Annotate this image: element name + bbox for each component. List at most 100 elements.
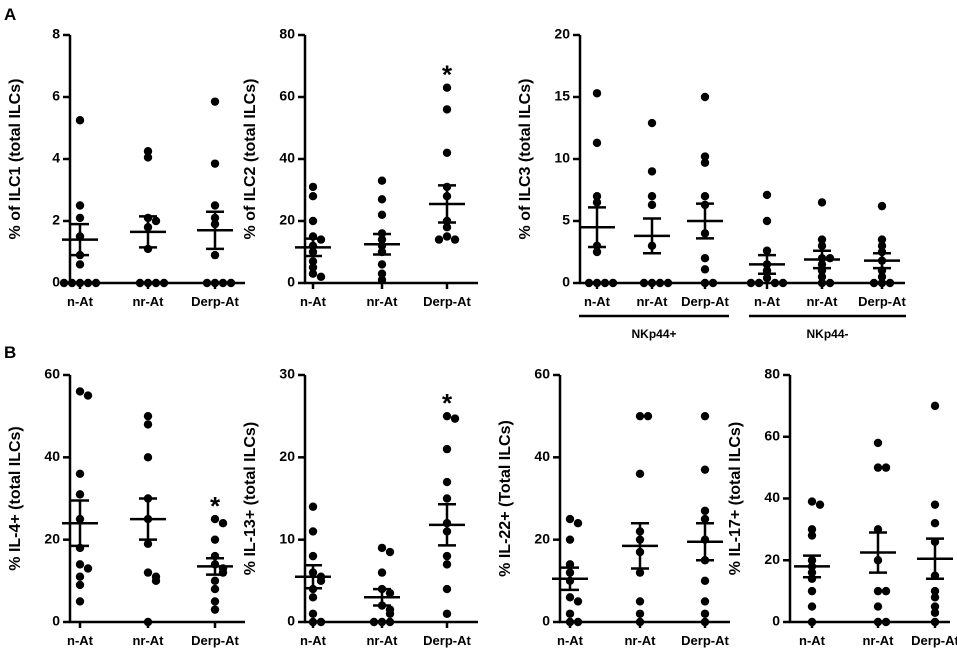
data-point [385,609,395,618]
data-point [600,278,610,288]
data-point [817,241,827,250]
data-point [442,551,452,561]
sem-bar [438,184,456,224]
data-point [746,278,756,288]
y-tick-label: 15 [554,88,570,104]
data-point [316,272,326,281]
data-point [450,414,460,423]
y-tick-label: 40 [279,150,295,166]
sem-bar [643,217,661,255]
x-tick-label: Derp-At [911,633,957,648]
data-point [308,502,318,511]
sem-bar [926,537,944,581]
data-point [308,593,318,602]
y-tick-label: 0 [52,274,60,290]
data-point [635,597,645,606]
data-point [754,278,764,288]
y-axis-label: % IL-22+ (Total ILCs) [497,420,514,577]
data-point [930,593,940,602]
data-point [565,593,575,602]
data-point [151,278,161,288]
data-point [369,617,379,627]
data-point [308,257,318,266]
significance-mark: * [210,491,221,521]
data-point [143,568,153,577]
sem-bar [304,563,322,590]
data-point [700,597,710,606]
data-point [377,275,387,285]
data-point [778,278,788,288]
data-point [75,560,85,569]
x-tick-label: Derp-At [858,294,906,309]
x-tick-label: n-At [754,294,781,309]
data-point [308,192,318,201]
data-point [655,278,665,288]
significance-mark: * [442,60,453,90]
y-tick-label: 40 [764,489,780,505]
sem-bar [869,531,887,574]
data-point [573,519,583,528]
x-tick-label: nr-At [806,294,838,309]
data-point [635,411,645,421]
data-point [807,586,817,596]
data-point [210,535,220,544]
sem-bar [373,587,391,607]
data-point [442,560,452,569]
data-point [308,617,318,627]
data-point [608,278,618,288]
data-point [377,543,387,553]
data-point [762,273,772,283]
data-point [700,411,710,421]
x-tick-label: nr-At [366,294,398,309]
data-point [67,278,77,288]
data-point [377,617,387,627]
x-tick-label: nr-At [636,294,668,309]
data-point [930,602,940,611]
group-label: NKp44+ [631,327,676,341]
sem-bar [631,521,649,570]
data-point [442,411,452,421]
x-tick-label: n-At [584,294,611,309]
data-point [700,506,710,516]
data-point [881,617,891,627]
data-point [377,568,387,577]
data-point [647,192,657,201]
data-point [434,235,444,244]
data-point [873,602,883,611]
data-point [639,278,649,288]
y-tick-label: 0 [772,613,780,629]
sem-bar [803,554,821,579]
data-point [643,411,653,421]
data-point [700,465,710,474]
y-tick-label: 0 [287,274,295,290]
group-label: NKp44- [806,327,848,341]
data-point [877,235,887,244]
y-tick-label: 40 [534,448,550,464]
data-point [700,92,710,102]
data-point [210,597,220,606]
data-point [817,235,827,244]
x-tick-label: n-At [300,633,327,648]
data-point [91,278,101,288]
sem-bar [373,232,391,256]
data-point [75,278,85,288]
data-point [762,190,772,200]
x-tick-label: n-At [557,633,584,648]
x-tick-label: n-At [67,633,94,648]
x-tick-label: Derp-At [681,633,729,648]
data-point [873,617,883,627]
data-point [635,617,645,627]
data-point [210,514,220,524]
data-point [316,576,326,586]
panel-label: B [4,343,16,362]
x-tick-label: Derp-At [423,294,471,309]
y-axis-label: % IL-13+ (total ILCs) [242,422,259,575]
data-point [210,576,220,586]
data-point [881,586,891,596]
data-point [83,278,93,288]
sem-bar [696,521,714,562]
data-point [442,494,452,503]
data-point [592,89,602,98]
y-axis-label: % of ILC1 (total ILCs) [7,79,24,240]
